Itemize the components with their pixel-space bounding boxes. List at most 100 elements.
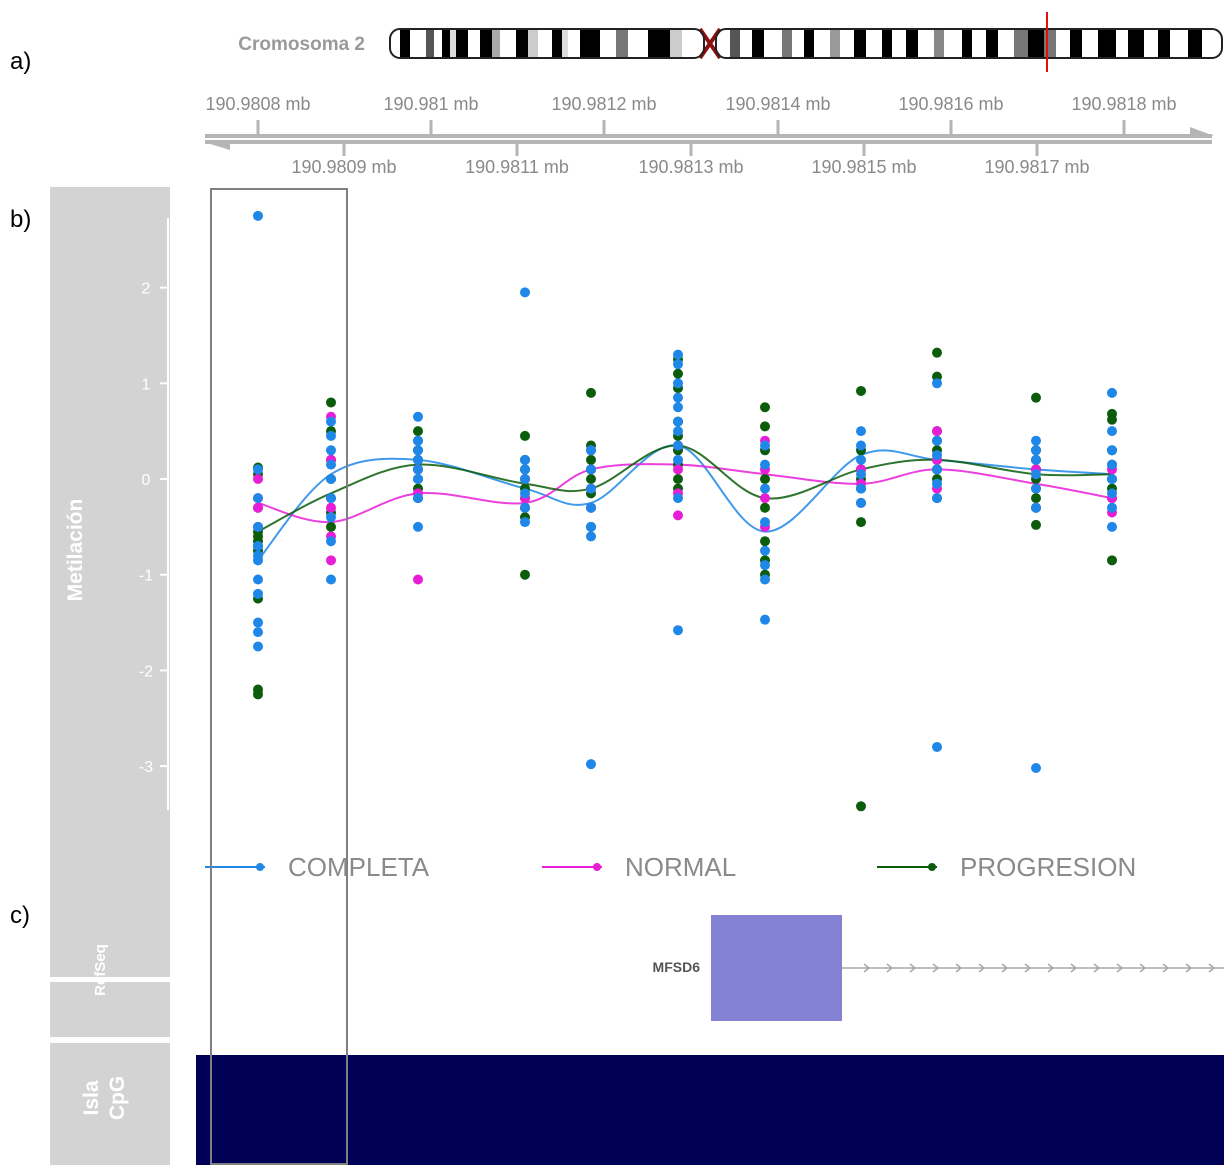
data-point-completa [673, 426, 683, 437]
data-point-completa [856, 497, 866, 508]
data-point-completa [586, 502, 596, 513]
data-point-completa [760, 517, 770, 528]
data-point-normal [326, 555, 336, 566]
data-point-completa [932, 493, 942, 504]
data-point-completa [673, 349, 683, 360]
y-tick-label: 0 [142, 472, 151, 489]
data-point-completa [856, 454, 866, 465]
data-point-progresion [520, 430, 530, 441]
data-point-progresion [326, 397, 336, 408]
data-point-completa [1107, 426, 1117, 437]
data-point-completa [1031, 483, 1041, 494]
data-point-completa [326, 430, 336, 441]
data-point-completa [673, 440, 683, 451]
data-point-normal [253, 502, 263, 513]
legend-marker-completa [256, 863, 264, 871]
data-point-completa [1031, 763, 1041, 774]
data-points [253, 210, 1117, 812]
data-point-completa [586, 521, 596, 532]
chart-legend: COMPLETA NORMAL PROGRESION [205, 852, 1136, 882]
data-point-completa [326, 536, 336, 547]
data-point-completa [413, 445, 423, 456]
data-point-normal [673, 464, 683, 475]
data-point-completa [253, 210, 263, 221]
data-point-normal [253, 474, 263, 484]
data-point-completa [253, 617, 263, 628]
highlight-region-box [210, 188, 348, 1165]
data-point-completa [673, 378, 683, 389]
data-point-normal [760, 493, 770, 504]
data-point-completa [253, 493, 263, 504]
data-point-progresion [673, 474, 683, 484]
data-point-completa [253, 588, 263, 599]
data-point-progresion [673, 368, 683, 379]
data-point-completa [1031, 445, 1041, 456]
data-point-completa [673, 625, 683, 636]
data-point-completa [253, 641, 263, 652]
data-point-completa [586, 483, 596, 494]
genome-tick-label: 190.9813 mb [638, 157, 743, 177]
data-point-completa [586, 759, 596, 770]
ideogram-label: Cromosoma 2 [238, 34, 365, 55]
data-point-completa [1107, 521, 1117, 532]
strand-arrow [1001, 963, 1009, 973]
data-point-completa [520, 454, 530, 465]
data-point-completa [856, 426, 866, 437]
data-point-completa [1107, 488, 1117, 499]
data-point-completa [586, 464, 596, 475]
gene-name-label: MFSD6 [653, 959, 701, 975]
genome-axis: 190.9808 mb 190.981 mb 190.9812 mb 190.9814… [204, 94, 1214, 177]
refseq-gene-track: MFSD6 [653, 915, 1224, 1021]
data-point-completa [932, 741, 942, 752]
y-tick-label: -2 [139, 663, 153, 680]
genome-tick-label: 190.9816 mb [898, 94, 1003, 114]
data-point-completa [413, 521, 423, 532]
strand-arrow [863, 963, 871, 973]
data-point-completa [932, 378, 942, 389]
data-point-progresion [856, 517, 866, 528]
genome-tick-label: 190.9814 mb [725, 94, 830, 114]
data-point-progresion [760, 502, 770, 513]
data-point-completa [1031, 469, 1041, 480]
data-point-progresion [520, 569, 530, 580]
data-point-normal [932, 426, 942, 437]
data-point-completa [1107, 387, 1117, 398]
strand-arrow [978, 963, 986, 973]
data-point-progresion [856, 801, 866, 812]
data-point-progresion [586, 474, 596, 484]
data-point-completa [760, 440, 770, 451]
legend-marker-normal [593, 863, 601, 871]
strand-arrow [909, 963, 917, 973]
data-point-progresion [1031, 519, 1041, 530]
data-point-completa [326, 512, 336, 523]
track-label-methylation-bg [50, 187, 170, 977]
cpg-track-label-line1: Isla [80, 1080, 103, 1115]
panel-label-c: c) [10, 902, 30, 929]
track-label-refseq-bg [50, 982, 170, 1037]
genome-tick-label: 190.981 mb [383, 94, 478, 114]
panel-label-b: b) [10, 206, 32, 233]
data-point-progresion [586, 387, 596, 398]
data-point-progresion [253, 689, 263, 700]
y-tick-label: -3 [139, 759, 153, 776]
data-point-completa [760, 614, 770, 625]
data-point-completa [932, 464, 942, 475]
data-point-completa [673, 392, 683, 403]
strand-arrow [1139, 963, 1147, 973]
legend-label-completa: COMPLETA [288, 852, 430, 882]
legend-label-progresion: PROGRESION [960, 852, 1136, 882]
data-point-progresion [760, 536, 770, 547]
strand-arrow [1208, 963, 1216, 973]
data-point-completa [1107, 474, 1117, 484]
data-point-completa [413, 474, 423, 484]
data-point-completa [520, 488, 530, 499]
data-point-completa [1031, 454, 1041, 465]
data-point-completa [326, 459, 336, 470]
data-point-progresion [1031, 493, 1041, 504]
genome-tick-label: 190.9809 mb [291, 157, 396, 177]
cpg-track-label-line2: CpG [106, 1076, 129, 1120]
strand-arrow [1185, 963, 1193, 973]
genome-tick-label: 190.9812 mb [551, 94, 656, 114]
methylation-track-label: Metilación [64, 499, 87, 602]
strand-arrow [1024, 963, 1032, 973]
